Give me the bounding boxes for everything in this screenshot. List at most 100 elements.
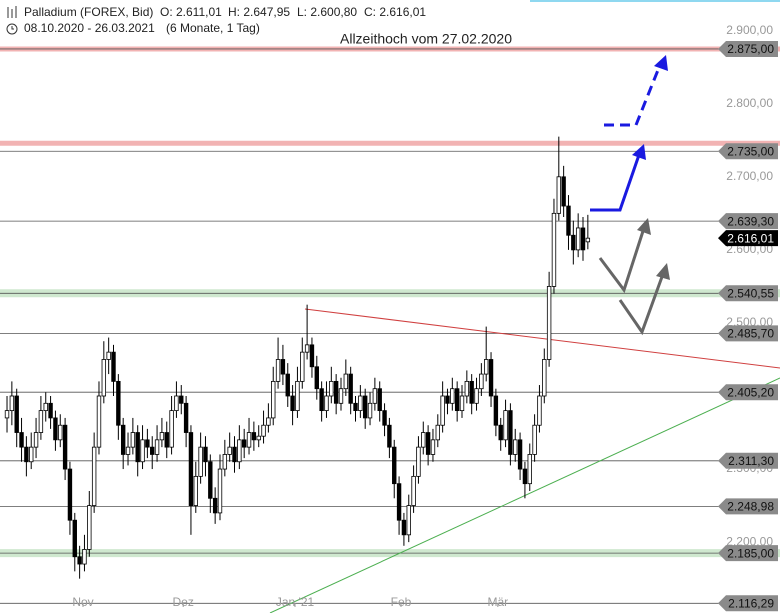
candle-body [106, 351, 111, 360]
candle-body [241, 439, 247, 448]
candle-body [116, 380, 121, 426]
candle-body [406, 505, 411, 536]
gray-arrow-1 [598, 227, 646, 294]
level-label: 2.540,55 [727, 286, 774, 300]
candle-body [537, 395, 542, 426]
candle-body [522, 468, 528, 485]
candle-body [164, 432, 169, 448]
level-box [718, 213, 778, 230]
candle-body [38, 410, 44, 433]
candle-body [338, 388, 344, 404]
level-box [718, 230, 778, 247]
candle-body [208, 461, 213, 499]
candle-body [542, 359, 547, 397]
level-box [718, 285, 778, 302]
candle-body [111, 351, 116, 382]
blue-arrow-head [632, 144, 646, 160]
candle-body [430, 439, 436, 455]
candle-body [551, 212, 557, 287]
level-box [718, 143, 778, 160]
candle-body [135, 432, 140, 463]
candle-body [67, 468, 73, 521]
candle-body [343, 373, 349, 390]
candle-body [125, 446, 131, 455]
candle-body [130, 432, 136, 448]
gray-arrow-1-head [637, 218, 651, 235]
candles [4, 136, 591, 579]
candle-body [527, 454, 532, 485]
candle-body [333, 380, 339, 404]
candle-body [493, 395, 499, 426]
candle-body [212, 497, 218, 514]
candle-body [421, 432, 426, 448]
candle-body [377, 388, 382, 412]
candle-body [217, 468, 223, 514]
x-tick-label: Feb [391, 595, 412, 609]
candle-body [87, 505, 92, 550]
candle-body [285, 373, 290, 397]
candle-body [120, 424, 126, 455]
candle-body [425, 432, 431, 455]
x-axis: Nov Dez Jan '21 Feb Mär [72, 595, 508, 609]
candle-body [72, 519, 77, 558]
level-box [718, 384, 778, 401]
level-box [718, 595, 778, 612]
blue-dashed-arrow-head [654, 55, 668, 71]
level-label: 2.875,00 [727, 42, 774, 56]
candle-body [183, 402, 189, 433]
candle-body [174, 395, 179, 412]
candle-body [416, 446, 421, 477]
candle-body [251, 432, 257, 441]
candle-body [77, 556, 82, 565]
candle-body [222, 454, 228, 470]
candle-body [585, 237, 591, 243]
level-labels: 2.875,00 2.735,00 2.639,30 2.616,01 2.540,55… [718, 40, 778, 612]
x-tick-label: Nov [72, 595, 93, 609]
candle-body [401, 519, 407, 536]
candle-body [43, 402, 48, 412]
y-tick-label: 2.900,00 [726, 23, 773, 37]
level-label: 2.116,29 [728, 596, 774, 610]
candle-body [372, 388, 378, 404]
level-label: 2.311,30 [728, 454, 774, 468]
candle-body [508, 410, 513, 455]
level-box [718, 40, 778, 57]
candle-body [280, 359, 286, 375]
candle-body [454, 388, 460, 412]
close: C: 2.616,01 [364, 5, 426, 19]
clock-hands [11, 26, 14, 30]
candle-body [498, 424, 503, 441]
y-tick-label: 2.800,00 [726, 96, 773, 110]
candle-body [483, 359, 489, 375]
candle-body [198, 446, 203, 477]
candle-body [58, 424, 63, 441]
candle-body [203, 446, 208, 463]
candle-body [154, 439, 160, 455]
candle-body [9, 395, 15, 412]
level-label: 2.185,00 [727, 546, 774, 560]
candle-body [24, 446, 29, 463]
candle-body [396, 483, 402, 521]
candle-body [14, 395, 19, 433]
candle-body [314, 366, 319, 390]
level-label: 2.485,70 [727, 327, 774, 341]
level-label: 2.616,01 [727, 231, 774, 245]
candle-body [96, 395, 102, 448]
candle-body [290, 395, 295, 412]
y-tick-label: 2.700,00 [726, 169, 773, 183]
candle-body [304, 344, 310, 353]
candle-body [479, 373, 484, 390]
candle-body [556, 176, 562, 214]
candle-body [329, 380, 334, 397]
candle-body [362, 395, 368, 419]
candle-body [367, 402, 373, 419]
candle-body [459, 395, 465, 412]
candle-body [101, 359, 107, 397]
annotation: Allzeithoch vom 27.02.2020 [340, 31, 512, 47]
candle-body [237, 439, 242, 463]
candle-body [324, 395, 329, 412]
blue-arrow [590, 151, 642, 212]
